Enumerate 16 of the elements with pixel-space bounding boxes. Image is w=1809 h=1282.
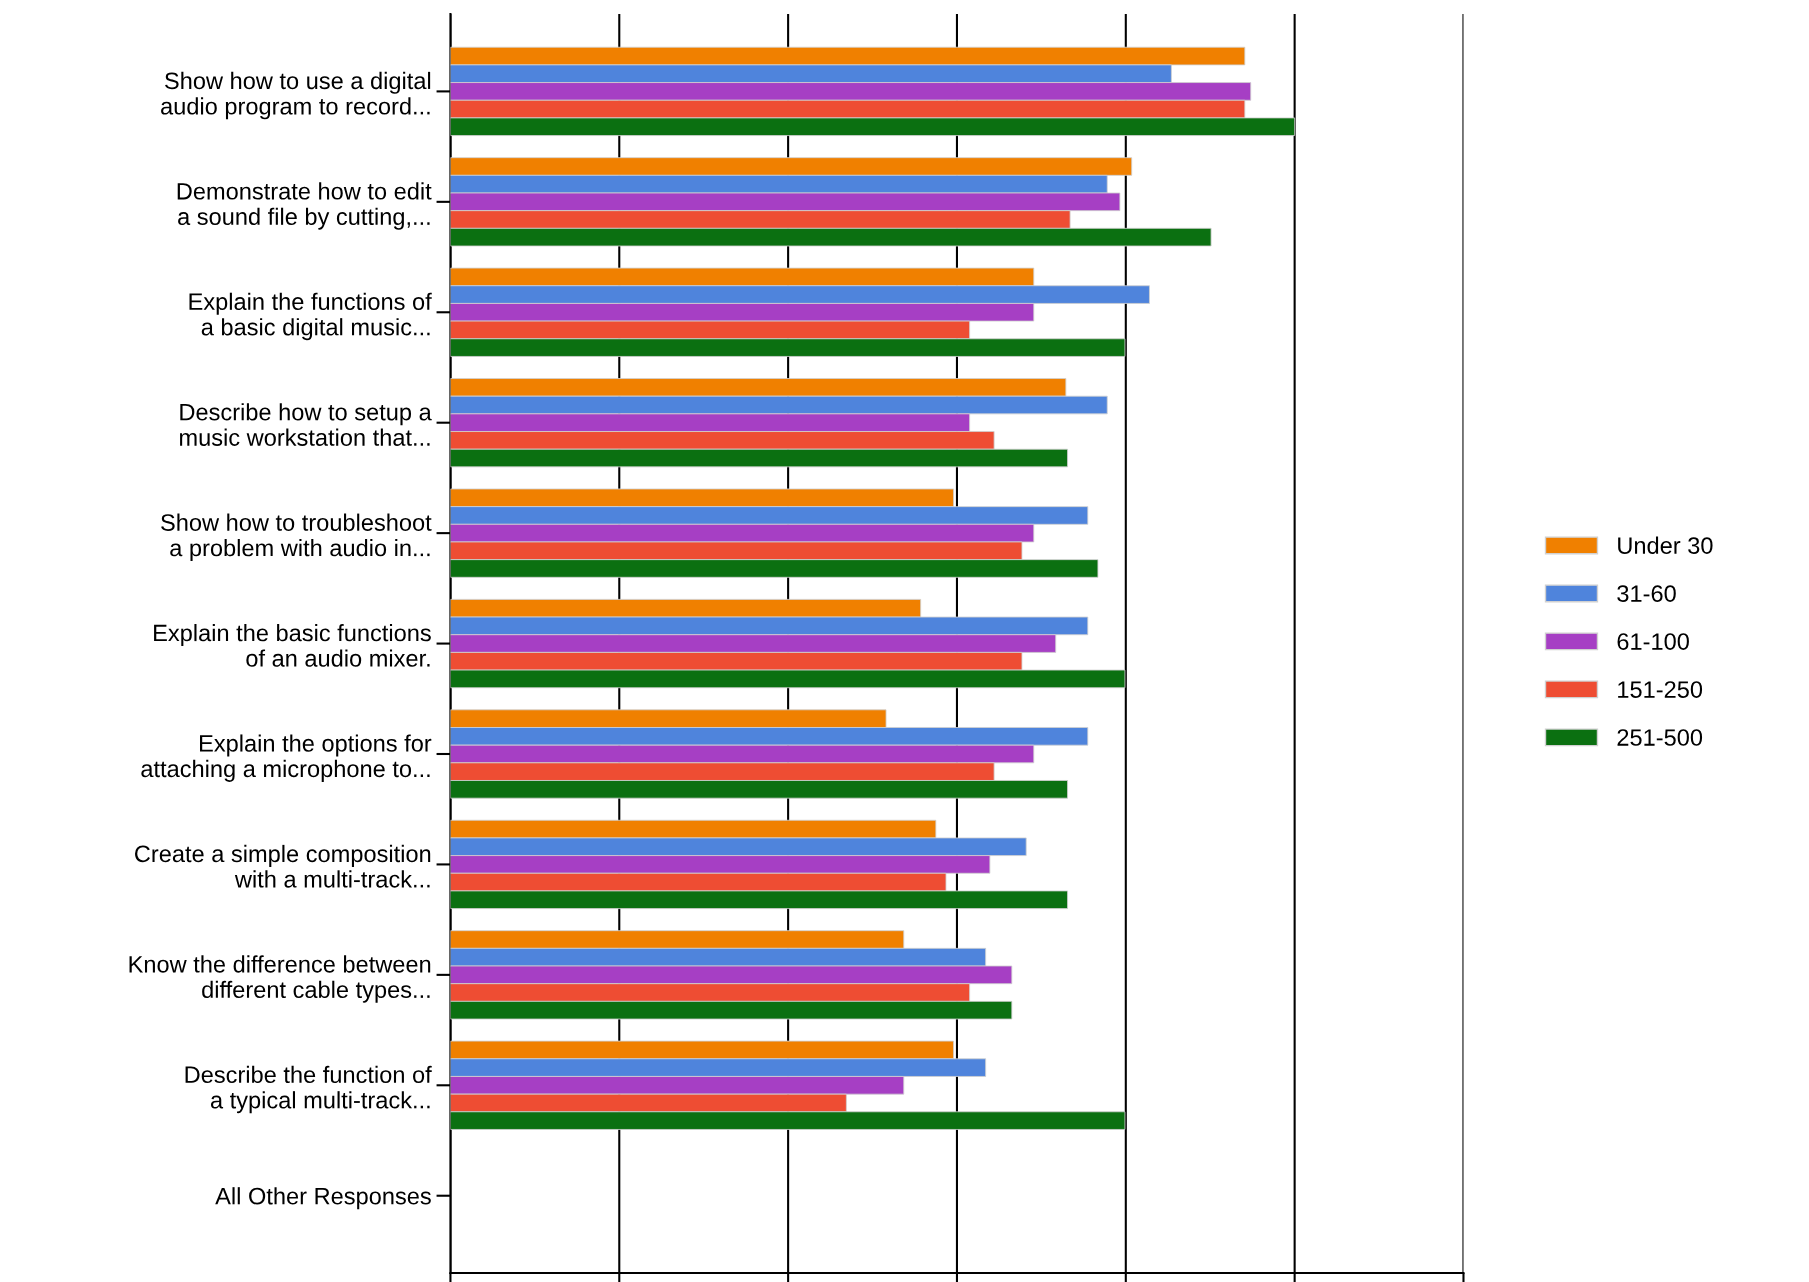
y-tick-label: Explain the functions of a basic digital music... — [189, 292, 432, 341]
legend-label: 151-250 — [1618, 681, 1703, 698]
y-tick-label: Describe the function of a typical multi-track... — [185, 1065, 432, 1114]
legend-label: 31-60 — [1617, 585, 1676, 602]
legend-label: 251-500 — [1617, 729, 1703, 746]
y-tick-label: Show how to troubleshoot a problem with audio in... — [161, 513, 432, 562]
y-tick-label: Create a simple composition with a multi-track... — [135, 844, 431, 888]
legend-label: 61-100 — [1617, 633, 1689, 650]
y-tick-label: Explain the options for attaching a microphone to... — [141, 734, 432, 782]
legend-label: Under 30 — [1618, 536, 1713, 554]
y-tick-label: Explain the basic functions of an audio mixer. — [154, 624, 431, 667]
y-tick-label: Show how to use a digital audio program to record... — [161, 71, 431, 120]
y-tick-label: Demonstrate how to edit a sound file by cutting,... — [177, 182, 432, 230]
y-tick-label: Know the difference between different cable types... — [129, 955, 431, 1003]
y-tick-label: Describe how to setup a music workstation that... — [180, 403, 432, 446]
y-tick-label: All Other Responses — [215, 1187, 431, 1210]
